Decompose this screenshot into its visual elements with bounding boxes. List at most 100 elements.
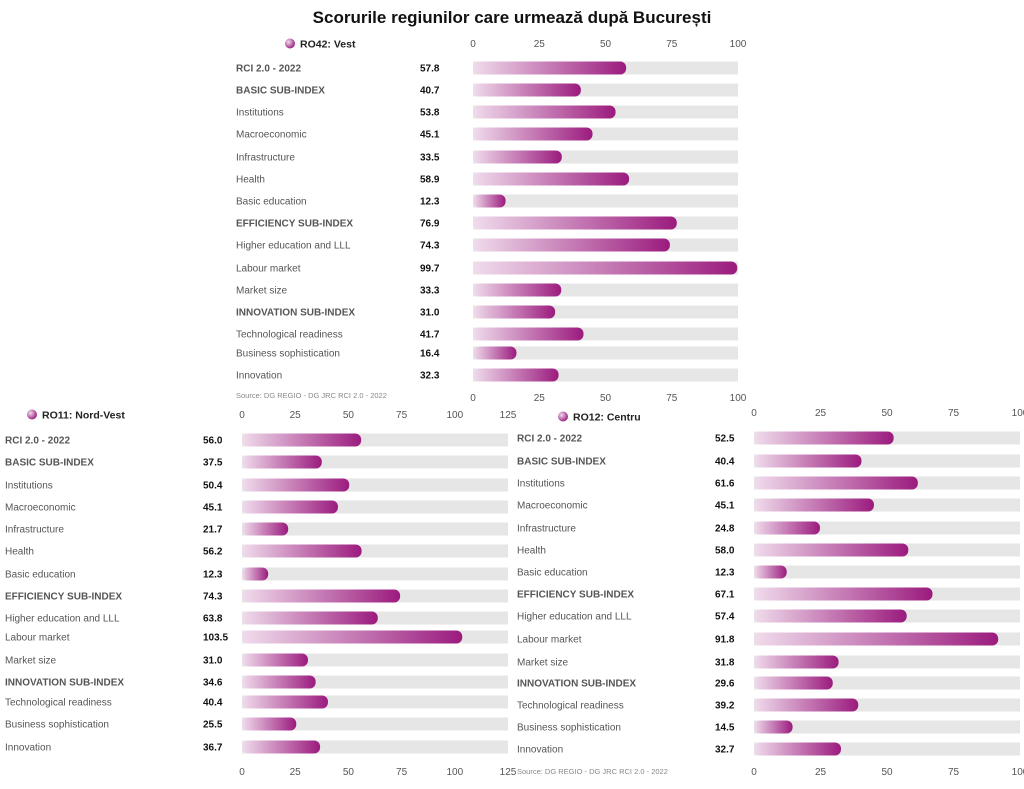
category-label: Innovation <box>5 743 51 754</box>
bar <box>754 476 918 490</box>
category-label: Infrastructure <box>5 525 64 536</box>
x-tick-label-top: 75 <box>948 408 960 419</box>
category-label: INNOVATION SUB-INDEX <box>5 678 124 689</box>
data-label: 52.5 <box>715 434 735 445</box>
bar <box>754 498 874 512</box>
bar <box>754 632 999 646</box>
data-label: 33.3 <box>420 286 440 297</box>
bar <box>473 327 584 341</box>
category-label: Higher education and LLL <box>5 614 120 625</box>
data-label: 32.7 <box>715 745 735 756</box>
data-label: 53.8 <box>420 108 440 119</box>
bar <box>754 609 907 623</box>
data-label: 58.9 <box>420 175 440 186</box>
data-label: 56.2 <box>203 547 223 558</box>
category-label: Innovation <box>517 745 563 756</box>
category-label: Institutions <box>517 479 565 490</box>
bar <box>473 150 562 164</box>
x-tick-label-top: 25 <box>815 408 827 419</box>
category-label: Institutions <box>5 481 53 492</box>
category-label: Institutions <box>236 108 284 119</box>
data-label: 99.7 <box>420 264 440 275</box>
bar <box>473 172 630 186</box>
page-title: Scorurile regiunilor care urmează după B… <box>312 8 712 27</box>
x-tick-label-top: 25 <box>534 39 546 50</box>
bar <box>473 61 627 75</box>
category-label: Basic education <box>236 197 307 208</box>
x-tick-label-top: 0 <box>470 39 476 50</box>
bar <box>473 105 616 119</box>
category-label: Innovation <box>236 371 282 382</box>
bar-track <box>242 717 508 731</box>
category-label: Labour market <box>517 635 582 646</box>
category-label: BASIC SUB-INDEX <box>236 86 325 97</box>
bar <box>754 543 909 557</box>
x-tick-label-bottom: 125 <box>500 767 517 778</box>
bar <box>242 478 350 492</box>
x-tick-label-top: 25 <box>290 410 302 421</box>
data-label: 32.3 <box>420 371 440 382</box>
x-tick-label-top: 75 <box>666 39 678 50</box>
data-label: 67.1 <box>715 590 735 601</box>
x-tick-label-top: 50 <box>881 408 893 419</box>
x-tick-label-bottom: 50 <box>881 767 893 778</box>
bar <box>754 676 833 690</box>
bar <box>242 433 362 447</box>
data-label: 45.1 <box>420 130 440 141</box>
category-label: Technological readiness <box>5 698 112 709</box>
x-tick-label-bottom: 25 <box>534 393 546 404</box>
legend-marker <box>285 38 295 49</box>
category-label: Business sophistication <box>5 720 109 731</box>
x-tick-label-top: 50 <box>600 39 612 50</box>
legend-label: RO42: Vest <box>300 39 356 51</box>
data-label: 45.1 <box>715 501 735 512</box>
data-label: 12.3 <box>203 570 223 581</box>
category-label: Health <box>5 547 34 558</box>
category-label: Higher education and LLL <box>236 241 351 252</box>
bar <box>473 346 517 360</box>
category-label: EFFICIENCY SUB-INDEX <box>236 219 353 230</box>
data-label: 50.4 <box>203 481 223 492</box>
x-tick-label-bottom: 50 <box>600 393 612 404</box>
bar <box>473 127 593 141</box>
data-label: 25.5 <box>203 720 223 731</box>
data-label: 31.0 <box>203 656 223 667</box>
category-label: Higher education and LLL <box>517 612 632 623</box>
category-label: Market size <box>517 658 569 669</box>
legend-marker <box>558 411 568 422</box>
category-label: Macroeconomic <box>236 130 307 141</box>
category-label: Macroeconomic <box>5 503 76 514</box>
category-label: Business sophistication <box>517 723 621 734</box>
x-tick-label-bottom: 100 <box>730 393 747 404</box>
bar <box>242 589 401 603</box>
category-label: Health <box>236 175 265 186</box>
bar <box>754 454 862 468</box>
x-tick-label-top: 125 <box>500 410 517 421</box>
data-label: 40.7 <box>420 86 440 97</box>
x-tick-label-bottom: 100 <box>1012 767 1024 778</box>
data-label: 91.8 <box>715 635 735 646</box>
category-label: INNOVATION SUB-INDEX <box>236 308 355 319</box>
data-label: 16.4 <box>420 349 440 360</box>
legend-marker <box>27 409 37 420</box>
bar <box>242 567 269 581</box>
data-label: 12.3 <box>715 568 735 579</box>
x-tick-label-bottom: 75 <box>666 393 678 404</box>
x-tick-label-bottom: 100 <box>446 767 463 778</box>
bar <box>242 740 321 754</box>
category-label: Market size <box>236 286 288 297</box>
data-label: 21.7 <box>203 525 223 536</box>
category-label: Basic education <box>517 568 588 579</box>
data-label: 63.8 <box>203 614 223 625</box>
data-label: 58.0 <box>715 546 735 557</box>
source-note: Source: DG REGIO - DG JRC RCI 2.0 - 2022 <box>236 391 387 400</box>
category-label: Macroeconomic <box>517 501 588 512</box>
data-label: 61.6 <box>715 479 735 490</box>
x-tick-label-top: 100 <box>1012 408 1024 419</box>
x-tick-label-top: 100 <box>730 39 747 50</box>
data-label: 74.3 <box>420 241 440 252</box>
x-tick-label-bottom: 75 <box>396 767 408 778</box>
legend-label: RO12: Centru <box>573 412 641 424</box>
